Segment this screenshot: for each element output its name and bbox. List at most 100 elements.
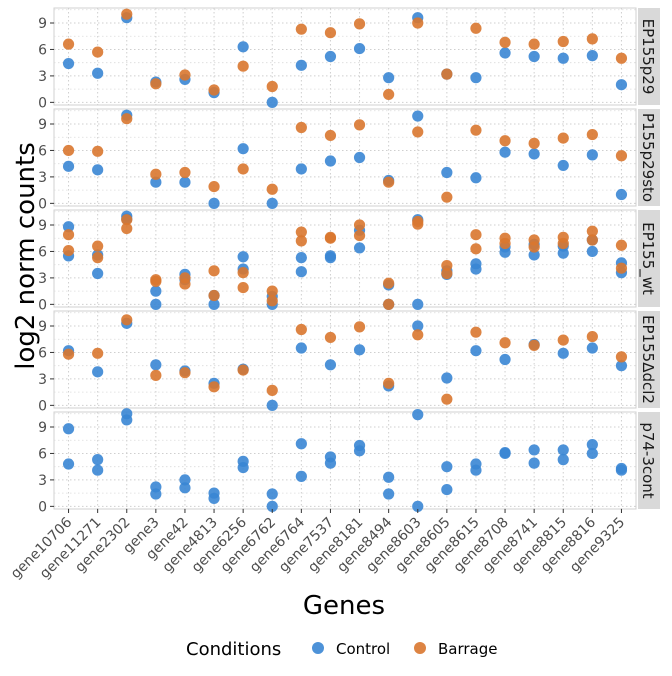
barrage-point (237, 163, 249, 175)
barrage-point (557, 237, 569, 250)
control-point (353, 242, 366, 254)
barrage-point (470, 124, 482, 136)
barrage-point (586, 234, 598, 246)
control-point (150, 359, 162, 371)
y-tick-label: 6 (38, 244, 47, 260)
control-point (557, 454, 569, 466)
control-point (150, 298, 162, 310)
control-point (62, 423, 75, 435)
control-point (470, 172, 482, 184)
barrage-point (295, 235, 307, 247)
barrage-point (92, 252, 104, 264)
control-point (557, 347, 569, 359)
facet-strip (638, 210, 660, 307)
barrage-point (208, 84, 220, 96)
barrage-point (353, 119, 366, 131)
control-point (586, 50, 598, 62)
control-point (383, 72, 395, 84)
control-point (324, 155, 337, 167)
barrage-point (412, 17, 424, 29)
facet-strip-label: P155p29sto (639, 113, 657, 202)
control-point (150, 176, 162, 188)
barrage-point (324, 27, 337, 39)
panel-background (53, 108, 637, 207)
y-tick-label: 0 (38, 297, 47, 313)
y-tick-label: 3 (38, 473, 47, 489)
control-point (324, 50, 337, 63)
control-point (237, 143, 249, 155)
barrage-point (324, 129, 337, 142)
control-point (324, 252, 337, 264)
control-point (412, 409, 424, 421)
barrage-point (441, 267, 453, 280)
barrage-point (441, 259, 453, 272)
control-point (528, 148, 540, 160)
barrage-point (121, 314, 133, 326)
control-point (295, 266, 307, 278)
control-point (615, 188, 628, 201)
y-axis-label: log2 norm counts (11, 142, 41, 370)
barrage-point (353, 219, 366, 231)
control-point (324, 359, 337, 371)
barrage-point (150, 168, 162, 180)
barrage-point (383, 377, 395, 389)
control-point (324, 457, 337, 469)
barrage-point (121, 222, 133, 235)
barrage-point (266, 295, 278, 307)
control-point (412, 320, 424, 332)
facet-strip (638, 109, 660, 206)
barrage-point (150, 369, 162, 381)
barrage-point (62, 229, 75, 241)
barrage-point (266, 285, 278, 297)
control-point (62, 458, 75, 470)
control-point (179, 482, 191, 494)
facet-panel: 0 3 6 9 EP155p29 (38, 7, 660, 111)
barrage-point (470, 229, 482, 241)
control-point (412, 110, 424, 122)
barrage-point (557, 132, 569, 144)
y-tick-label: 3 (38, 372, 47, 388)
control-point (412, 500, 424, 512)
control-point (295, 438, 307, 450)
barrage-point (615, 351, 628, 363)
legend-label-barrage: Barrage (438, 640, 498, 658)
barrage-point (412, 218, 424, 230)
barrage-point (353, 18, 366, 30)
barrage-point (441, 393, 453, 405)
control-point (528, 444, 540, 456)
barrage-point (441, 191, 453, 203)
control-point (470, 72, 482, 84)
control-point (586, 149, 598, 161)
barrage-point (179, 367, 191, 379)
barrage-point (92, 240, 104, 252)
control-point (557, 159, 569, 172)
facet-strip (638, 311, 660, 408)
x-axis: gene10706gene11271gene2302gene3gene42gen… (8, 509, 628, 582)
barrage-point (237, 60, 249, 72)
control-point (62, 57, 75, 70)
y-tick-label: 9 (38, 420, 47, 436)
barrage-point (383, 298, 395, 310)
barrage-point (179, 69, 191, 81)
barrage-point (208, 181, 220, 193)
barrage-point (208, 265, 220, 277)
facet-panel: 0 3 6 9 EP155_wt (38, 209, 660, 313)
barrage-point (62, 38, 75, 50)
barrage-point (295, 23, 307, 35)
barrage-point (586, 33, 598, 45)
barrage-point (470, 326, 482, 338)
facet-strip-label: p74-3cont (639, 422, 657, 498)
control-point (237, 251, 249, 263)
control-point (470, 464, 482, 476)
control-point (92, 464, 104, 476)
control-point (441, 166, 453, 179)
legend-title: Conditions (186, 639, 281, 660)
control-point (353, 42, 366, 55)
panel-background (53, 411, 637, 510)
y-tick-label: 6 (38, 345, 47, 361)
control-point (499, 353, 511, 366)
y-tick-label: 9 (38, 117, 47, 133)
control-point (179, 474, 191, 486)
control-point (353, 445, 366, 457)
